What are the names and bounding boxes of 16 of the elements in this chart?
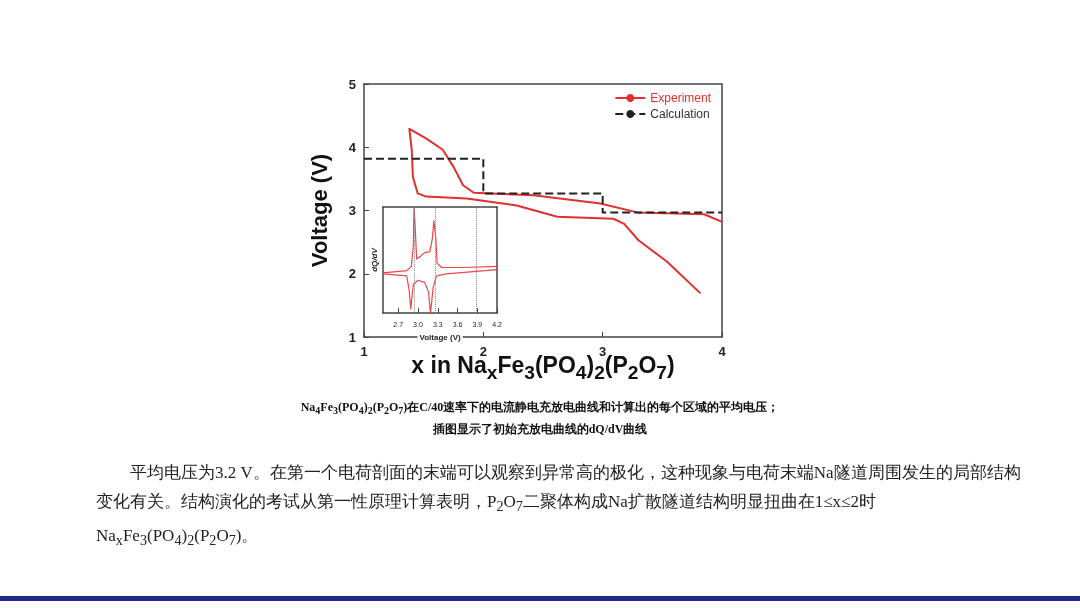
x-tick-label: 4: [718, 344, 727, 359]
y-axis-title: dQ/dV: [369, 247, 379, 272]
line-series: [408, 127, 723, 295]
x-tick-label: 3: [599, 344, 607, 359]
x-axis-title: Voltage (V): [419, 332, 461, 342]
y-tick-label: 2: [348, 266, 356, 282]
text: 插图显示了初始充放电曲线的dQ/dV曲线: [431, 421, 649, 439]
x-tick-label: 1: [360, 344, 368, 359]
y-axis-title: Voltage (V): [306, 153, 332, 268]
legend-label: Calculation: [650, 107, 710, 121]
text: 平均电压为3.2 V。在第一个电荷剖面的末端可以观察到异常高的极化，这种现象与电荷末端Na隧道周围发生的局部结构变化有关。结构演化的考试从第一性原理计算表明，P$_{2}$O$_{7}$二聚体构成Na扩散隧道结构明显扭曲在1≤x≤2时Na$_{x}$Fe$_{3}$(PO$_{4}$)$_{2}$(P$_{2}$O$_{7}$)。: [96, 463, 1021, 549]
y-tick-label: 4: [348, 139, 357, 155]
y-tick-label: 5: [348, 76, 356, 92]
legend-label: Experiment: [650, 91, 712, 105]
y-tick-label: 3: [348, 203, 356, 218]
text: Na$_{4}$Fe$_{3}$(PO$_{4}$)$_{2}$(P$_{2}$O$_{7}$)在C/40速率下的电流静电充放电曲线和计算出的每个区域的平均电压；: [300, 400, 780, 417]
